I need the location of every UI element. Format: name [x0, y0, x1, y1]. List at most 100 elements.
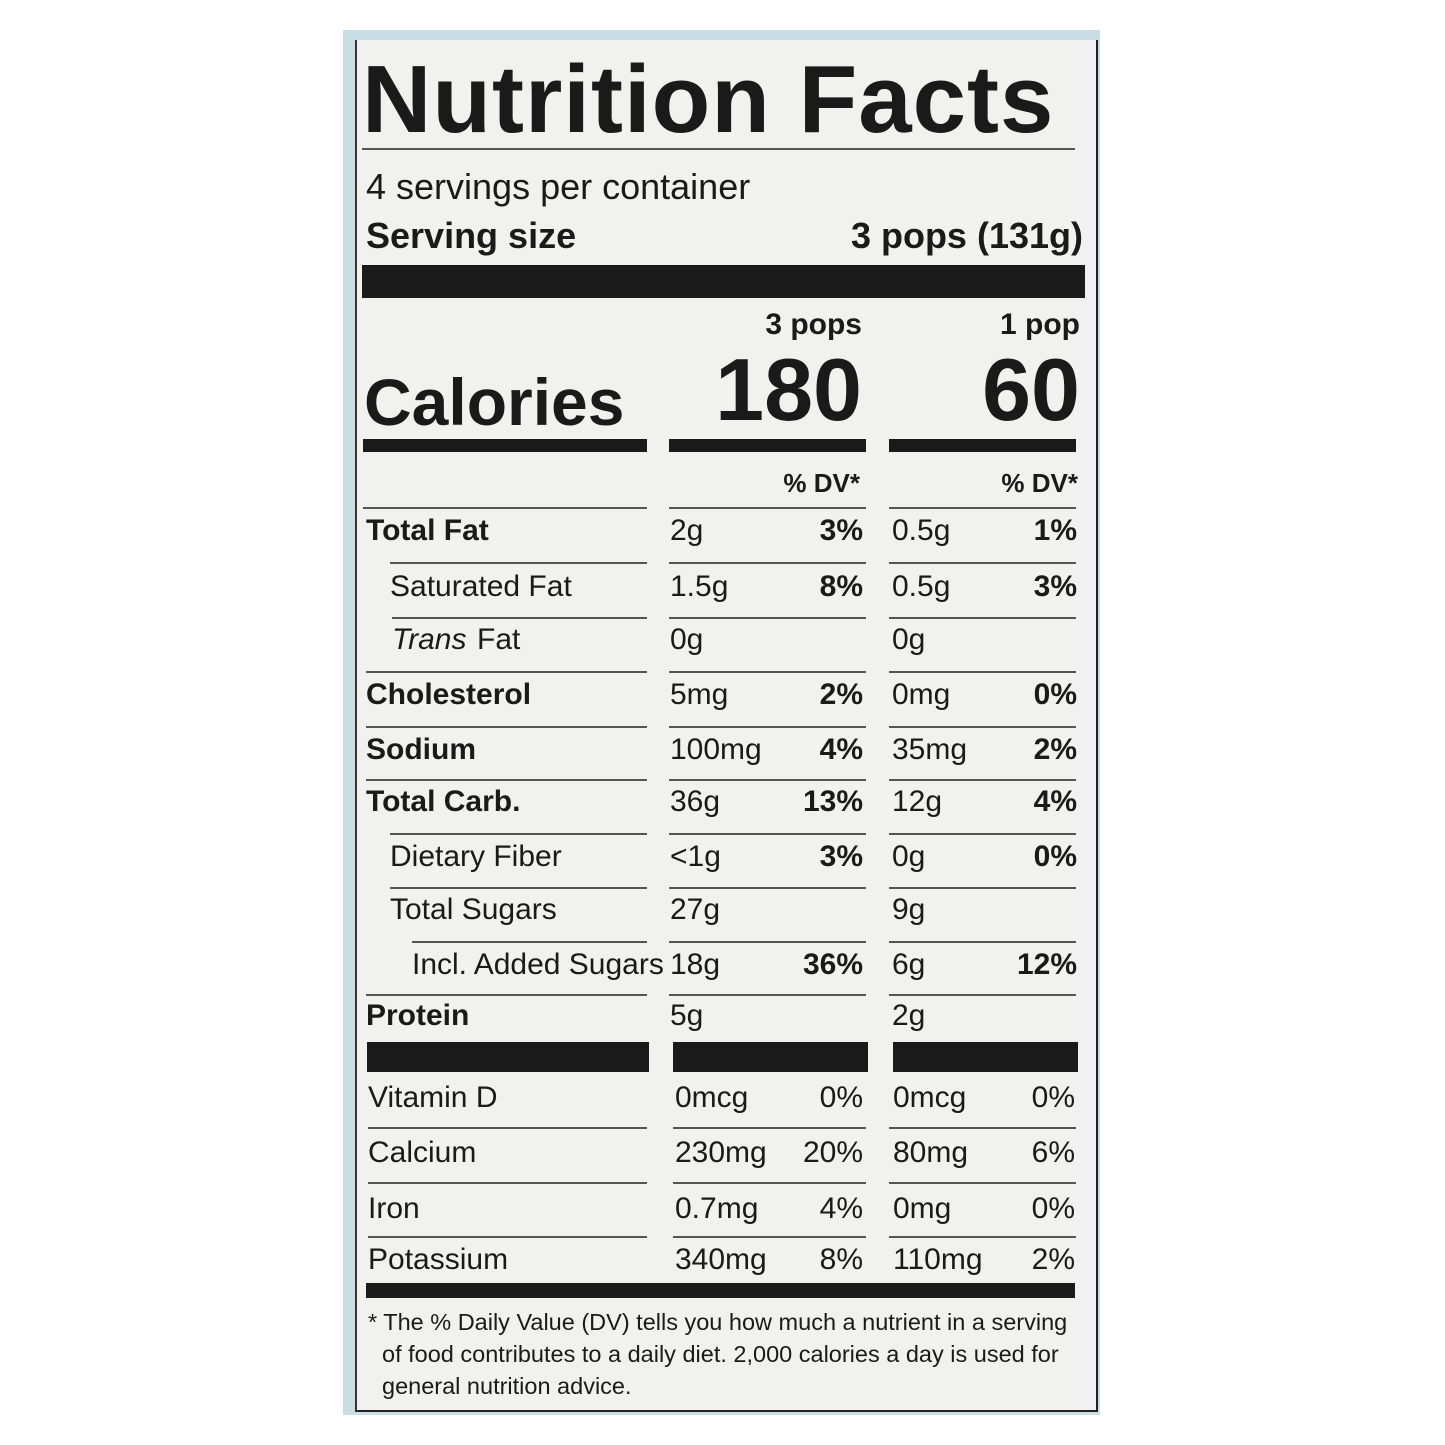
calories-label: Calories	[364, 365, 625, 439]
divider	[366, 779, 647, 781]
daily-value: 0%	[1031, 1192, 1075, 1225]
amount: 35mg	[892, 733, 968, 766]
daily-value: 0%	[819, 1081, 863, 1114]
divider	[889, 1127, 1076, 1129]
daily-value: 8%	[819, 1243, 863, 1276]
nutrient-label: Fat	[477, 623, 521, 656]
amount: 0mcg	[675, 1081, 749, 1114]
divider	[889, 507, 1076, 509]
divider	[390, 887, 647, 889]
daily-value: 6%	[1031, 1136, 1075, 1169]
vitamin-label: Calcium	[368, 1136, 477, 1169]
nutrient-label: Sodium	[366, 733, 476, 766]
amount: 5g	[670, 999, 704, 1032]
divider	[368, 1236, 647, 1238]
amount: 1.5g	[670, 570, 729, 603]
amount: 230mg	[675, 1136, 767, 1169]
divider	[889, 1236, 1076, 1238]
nutrient-label: Dietary Fiber	[390, 840, 562, 873]
amount: 5mg	[670, 678, 729, 711]
divider	[669, 562, 866, 564]
bar	[362, 265, 1085, 298]
nutrient-label: Total Fat	[366, 514, 489, 547]
title: Nutrition Facts	[362, 46, 1055, 153]
bar	[367, 1042, 649, 1072]
nutrient-label: Incl. Added Sugars	[412, 948, 664, 981]
column-label: 3 pops	[765, 308, 862, 341]
divider	[366, 671, 647, 673]
divider	[366, 726, 647, 728]
amount: 0mg	[893, 1192, 952, 1225]
divider	[390, 562, 647, 564]
column-label: 1 pop	[1000, 308, 1080, 341]
divider	[669, 941, 866, 943]
daily-value: 20%	[802, 1136, 863, 1169]
vitamin-label: Iron	[368, 1192, 420, 1225]
divider	[669, 726, 866, 728]
divider	[673, 1182, 866, 1184]
divider	[669, 887, 866, 889]
amount: 0g	[892, 623, 926, 656]
bar	[363, 439, 647, 452]
amount: 0.7mg	[675, 1192, 759, 1225]
divider	[889, 887, 1076, 889]
daily-value: 1%	[1033, 514, 1077, 547]
amount: 110mg	[893, 1243, 983, 1276]
daily-value: 2%	[1033, 733, 1077, 766]
servings: 4 servings per container	[366, 166, 751, 207]
vitamin-label: Vitamin D	[368, 1081, 498, 1114]
amount: 18g	[670, 948, 721, 981]
nutrient-label: Total Carb.	[366, 785, 521, 818]
divider	[889, 617, 1076, 619]
amount: 27g	[670, 893, 721, 926]
footnote: * The % Daily Value (DV) tells you how m…	[368, 1309, 1068, 1399]
divider	[889, 833, 1076, 835]
amount: 0g	[892, 840, 926, 873]
divider	[889, 726, 1076, 728]
nutrient-label: Cholesterol	[366, 678, 532, 711]
amount: 12g	[892, 785, 943, 818]
divider	[673, 1127, 866, 1129]
calories-value: 60	[982, 340, 1080, 439]
divider	[889, 671, 1076, 673]
amount: 0.5g	[892, 570, 951, 603]
divider	[669, 779, 866, 781]
divider	[889, 994, 1076, 996]
amount: <1g	[670, 840, 721, 873]
calories-value: 180	[715, 340, 862, 439]
nutrient-label: Protein	[366, 999, 470, 1032]
bar	[366, 1283, 1075, 1298]
amount: 36g	[670, 785, 721, 818]
divider	[368, 1127, 647, 1129]
daily-value: 4%	[1033, 785, 1077, 818]
divider	[363, 507, 647, 509]
nutrient-label: Total Sugars	[390, 893, 557, 926]
daily-value: 36%	[802, 948, 863, 981]
daily-value: 4%	[819, 733, 863, 766]
daily-value: 3%	[1033, 570, 1077, 603]
amount: 0mg	[892, 678, 951, 711]
divider	[412, 941, 647, 943]
divider	[669, 994, 866, 996]
dv-header: % DV*	[783, 468, 860, 498]
bar	[673, 1042, 868, 1072]
daily-value: 3%	[819, 514, 863, 547]
divider	[392, 617, 647, 619]
divider	[669, 617, 866, 619]
daily-value: 0%	[1031, 1081, 1075, 1114]
daily-value: 3%	[819, 840, 863, 873]
divider	[889, 941, 1076, 943]
daily-value: 0%	[1033, 840, 1077, 873]
divider	[669, 507, 866, 509]
amount: 2g	[670, 514, 704, 547]
divider	[889, 562, 1076, 564]
daily-value: 13%	[802, 785, 863, 818]
divider	[366, 994, 647, 996]
nutrient-label: Saturated Fat	[390, 570, 572, 603]
divider	[673, 1236, 866, 1238]
amount: 6g	[892, 948, 926, 981]
nutrient-label-prefix: Trans	[392, 623, 467, 656]
amount: 340mg	[675, 1243, 767, 1276]
daily-value: 4%	[819, 1192, 863, 1225]
